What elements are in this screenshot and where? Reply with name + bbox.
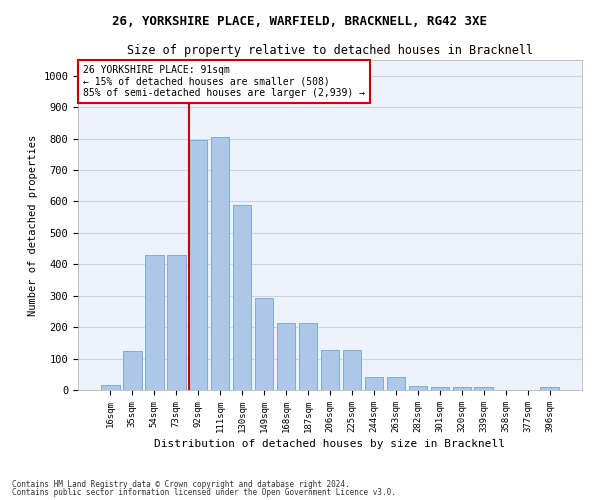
- Text: Contains public sector information licensed under the Open Government Licence v3: Contains public sector information licen…: [12, 488, 396, 497]
- Bar: [145, 255, 164, 390]
- Text: Contains HM Land Registry data © Crown copyright and database right 2024.: Contains HM Land Registry data © Crown c…: [12, 480, 350, 489]
- Bar: [123, 350, 142, 390]
- Bar: [299, 324, 317, 390]
- Y-axis label: Number of detached properties: Number of detached properties: [28, 134, 38, 316]
- Bar: [541, 388, 559, 390]
- Text: 26, YORKSHIRE PLACE, WARFIELD, BRACKNELL, RG42 3XE: 26, YORKSHIRE PLACE, WARFIELD, BRACKNELL…: [113, 15, 487, 28]
- Title: Size of property relative to detached houses in Bracknell: Size of property relative to detached ho…: [127, 44, 533, 58]
- Bar: [386, 378, 405, 390]
- Bar: [365, 378, 383, 390]
- Bar: [167, 255, 185, 390]
- Bar: [431, 387, 449, 390]
- Bar: [211, 137, 229, 390]
- Bar: [101, 386, 119, 390]
- Bar: [277, 324, 295, 390]
- Bar: [233, 204, 251, 390]
- Bar: [343, 350, 361, 390]
- Text: 26 YORKSHIRE PLACE: 91sqm
← 15% of detached houses are smaller (508)
85% of semi: 26 YORKSHIRE PLACE: 91sqm ← 15% of detac…: [83, 65, 365, 98]
- Bar: [409, 386, 427, 390]
- Bar: [320, 350, 340, 390]
- Bar: [452, 387, 471, 390]
- Bar: [255, 298, 274, 390]
- Bar: [475, 387, 493, 390]
- Bar: [189, 140, 208, 390]
- X-axis label: Distribution of detached houses by size in Bracknell: Distribution of detached houses by size …: [155, 439, 505, 449]
